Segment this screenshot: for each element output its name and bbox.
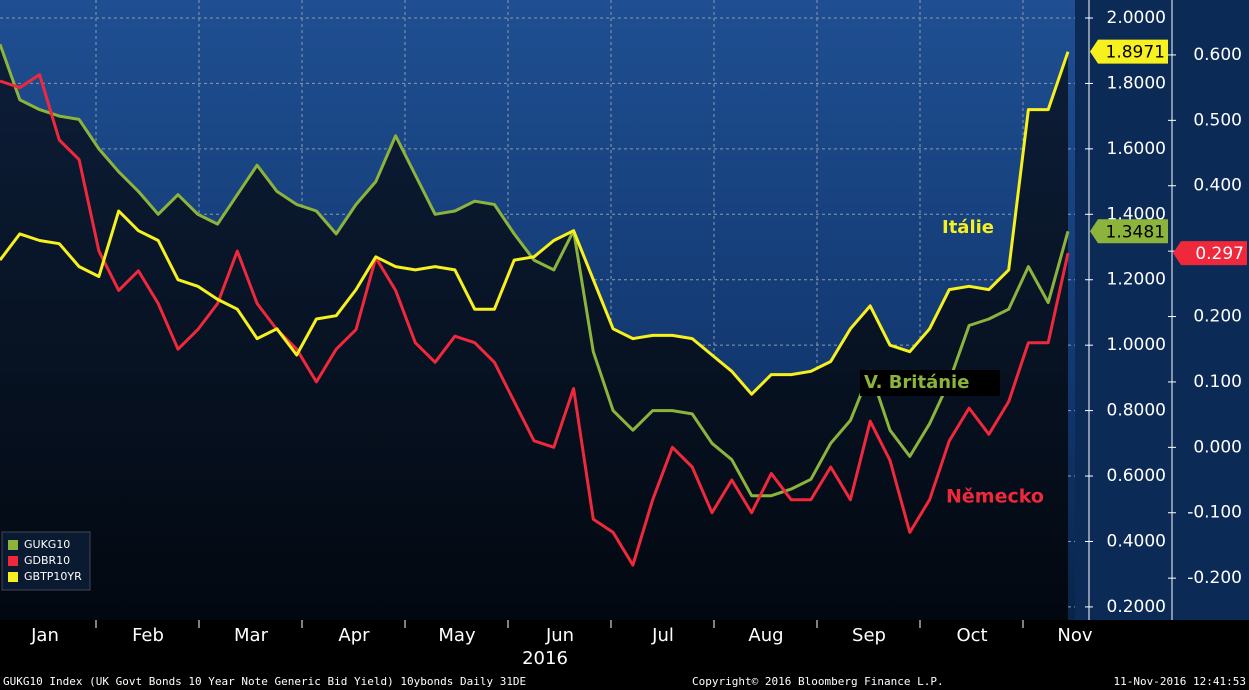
footer-source: GUKG10 Index (UK Govt Bonds 10 Year Note…: [3, 675, 526, 688]
annotation-bg: [860, 370, 1000, 396]
value-label: 1.3481: [1106, 222, 1165, 242]
series-line: [0, 73, 1070, 567]
series-line: [0, 51, 1070, 396]
annotation: Itálie: [942, 217, 994, 238]
y-tick-label: 0.6000: [1107, 466, 1166, 486]
y2-tick-label: 0.400: [1193, 176, 1242, 196]
legend-swatch: [8, 556, 18, 566]
x-axis-band: [0, 620, 1249, 690]
legend-swatch: [8, 540, 18, 550]
footer-date: 11-Nov-2016 12:41:53: [1114, 675, 1246, 688]
axis-panel: [1075, 0, 1249, 620]
y-tick-label: 1.0000: [1107, 335, 1166, 355]
year-label: 2016: [522, 648, 568, 669]
legend-swatch: [8, 572, 18, 582]
y2-tick-label: 0.500: [1193, 110, 1242, 130]
x-tick-label: Feb: [132, 625, 164, 646]
x-tick-label: Aug: [748, 625, 783, 646]
y-tick-label: 1.2000: [1107, 270, 1166, 290]
y-tick-label: 0.4000: [1107, 531, 1166, 551]
x-tick-label: Nov: [1057, 625, 1092, 646]
legend-label: GBTP10YR: [24, 570, 82, 583]
value-tag: [1090, 39, 1168, 64]
x-tick-label: May: [438, 625, 476, 646]
x-tick-label: Jul: [651, 625, 674, 646]
y2-tick-label: 0.600: [1193, 45, 1242, 65]
series-line: [0, 43, 1070, 498]
y-tick-label: 0.8000: [1107, 401, 1166, 421]
area: [0, 51, 1068, 621]
x-tick-label: Mar: [234, 625, 269, 646]
y2-tick-label: 0.000: [1193, 437, 1242, 457]
y-tick-label: 1.6000: [1107, 139, 1166, 159]
x-tick-label: Jun: [545, 625, 574, 646]
y2-tick-label: 0.200: [1193, 307, 1242, 327]
footer-copyright: Copyright© 2016 Bloomberg Finance L.P.: [692, 675, 944, 688]
x-tick-label: Oct: [956, 625, 987, 646]
value-tag: [1090, 219, 1168, 244]
legend-label: GDBR10: [24, 554, 70, 567]
y-tick-label: 0.2000: [1107, 597, 1166, 617]
y-tick-label: 1.8000: [1107, 73, 1166, 93]
x-tick-label: Apr: [338, 625, 370, 646]
x-tick-label: Jan: [30, 625, 59, 646]
y2-tick-label: 0.100: [1193, 372, 1242, 392]
x-tick-label: Sep: [852, 625, 886, 646]
annotation: V. Británie: [864, 372, 969, 393]
annotation: Německo: [946, 486, 1044, 508]
y-tick-label: 2.0000: [1107, 8, 1166, 28]
y2-tick-label: -0.200: [1187, 568, 1242, 588]
value-label: 1.8971: [1106, 43, 1165, 63]
value-tag: [1173, 241, 1247, 266]
legend-label: GUKG10: [24, 538, 70, 551]
y2-tick-label: -0.100: [1187, 503, 1242, 523]
value-label: 0.297: [1195, 244, 1244, 264]
